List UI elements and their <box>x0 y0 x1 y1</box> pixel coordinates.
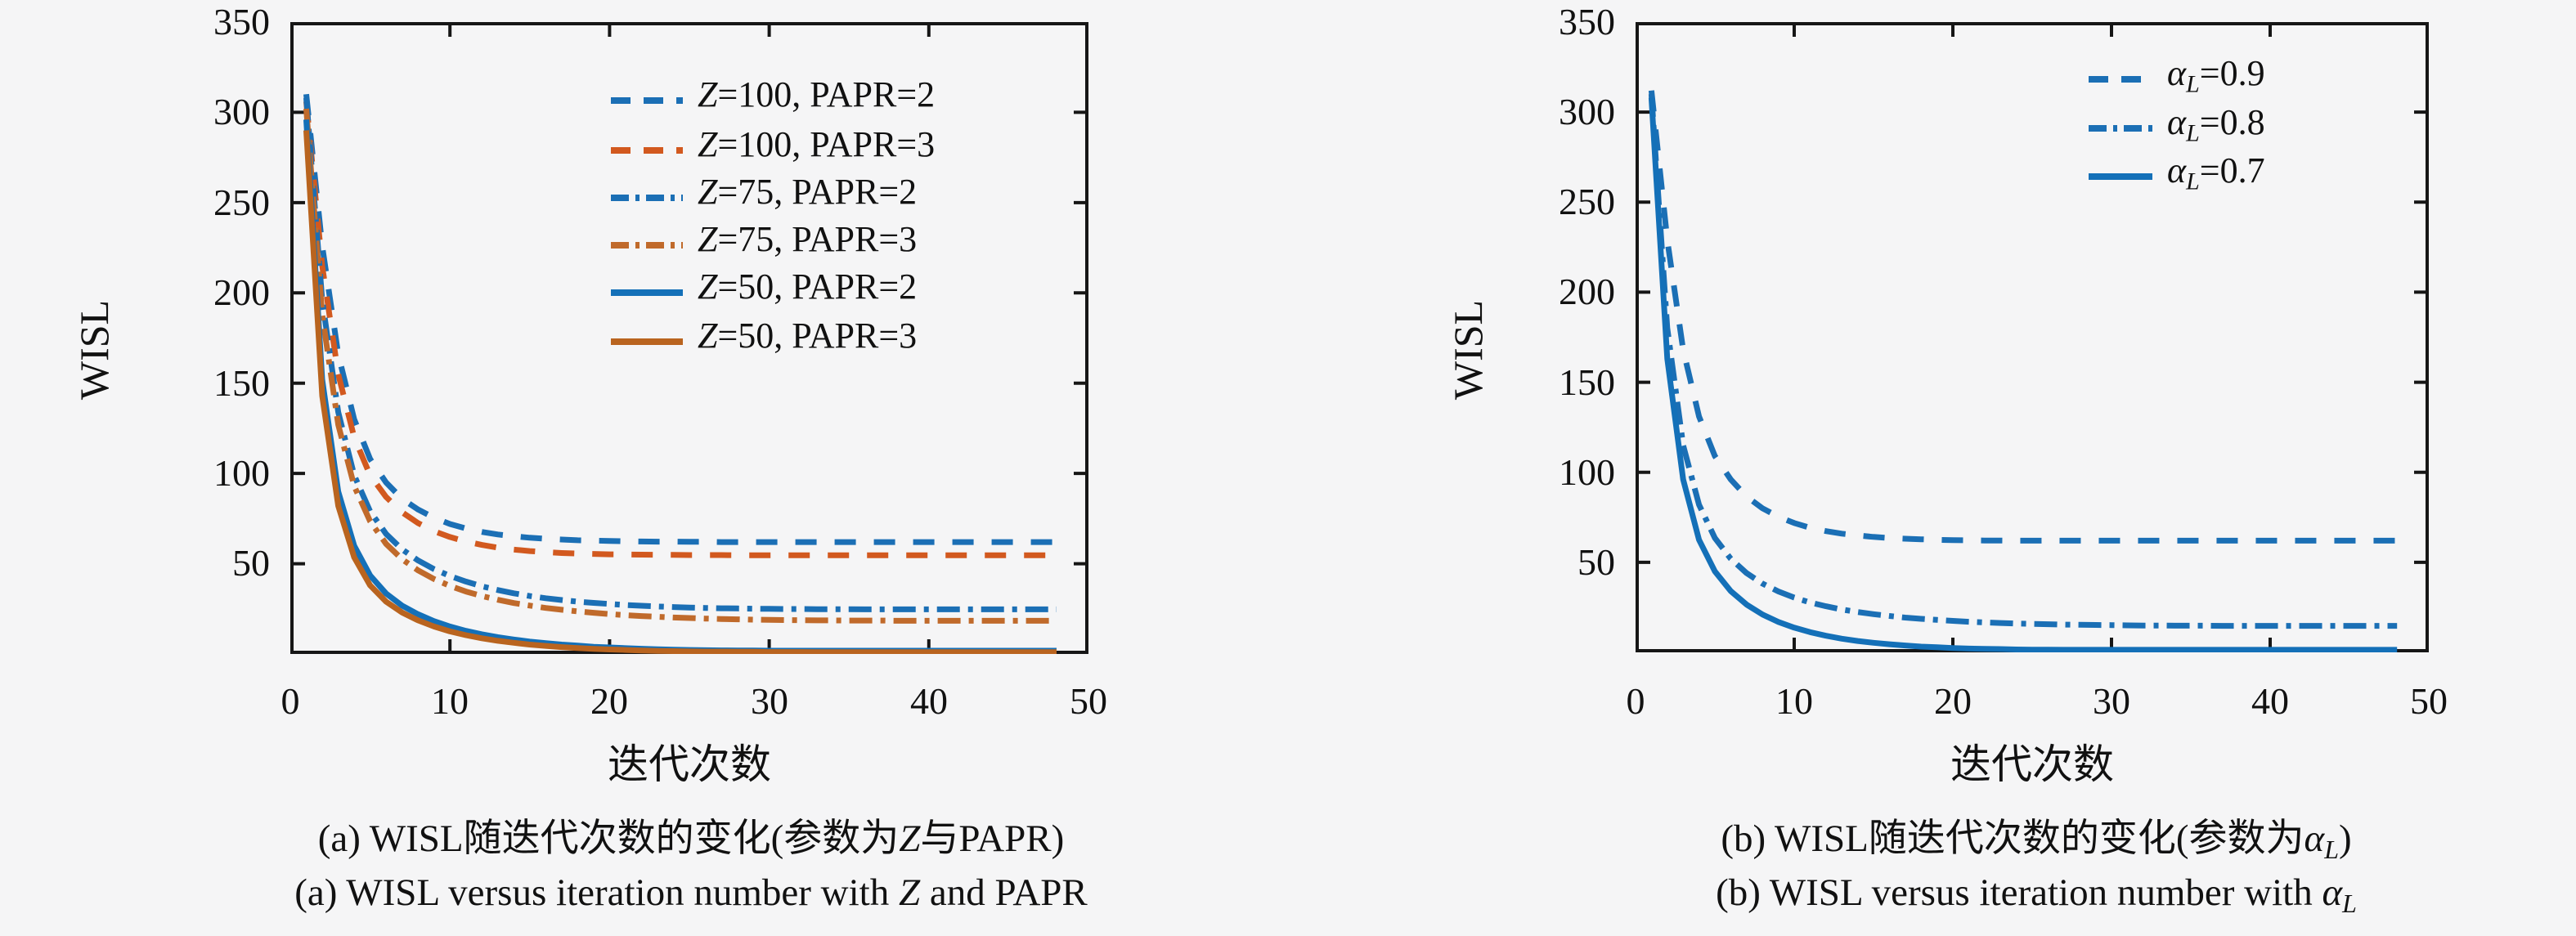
legend-line-sample <box>611 195 683 201</box>
legend-label: Z=100, PAPR=2 <box>698 74 936 115</box>
y-tick-label: 150 <box>1559 361 1615 403</box>
legend-item: Z=50, PAPR=2 <box>609 267 917 314</box>
caption-a-en: (a) WISL versus iteration number with Z … <box>294 871 1088 914</box>
legend-label: αL=0.7 <box>2167 150 2265 195</box>
legend-line-sample <box>611 147 683 154</box>
legend-label: Z=75, PAPR=3 <box>698 219 918 260</box>
plot-area-b <box>1636 22 2429 652</box>
x-tick-label: 20 <box>1934 680 1972 722</box>
legend-item: Z=50, PAPR=3 <box>609 316 917 363</box>
legend-line-sample <box>611 338 683 345</box>
y-axis-title: WISL <box>71 299 117 401</box>
legend-label: Z=50, PAPR=2 <box>698 266 918 307</box>
legend-item: Z=75, PAPR=3 <box>609 220 917 266</box>
y-tick-label: 250 <box>1559 181 1615 222</box>
legend-line-sample <box>611 242 683 249</box>
legend-item: Z=100, PAPR=2 <box>609 75 935 122</box>
legend-label: Z=100, PAPR=3 <box>698 124 936 165</box>
y-tick-label: 200 <box>213 271 270 313</box>
y-tick-label: 350 <box>213 1 270 43</box>
legend-item: αL=0.9 <box>2087 54 2265 101</box>
x-tick-label: 0 <box>1626 680 1645 722</box>
y-tick-label: 250 <box>213 181 270 223</box>
caption-b-en: (b) WISL versus iteration number with αL <box>1716 871 2357 918</box>
x-tick-label: 50 <box>2410 680 2448 722</box>
x-tick-label: 10 <box>1775 680 1813 722</box>
y-tick-label: 200 <box>1559 271 1615 312</box>
y-tick-label: 300 <box>213 91 270 132</box>
x-tick-label: 30 <box>751 680 788 722</box>
legend-line-sample <box>2089 125 2152 132</box>
y-axis-title: WISL <box>1445 299 1491 401</box>
x-axis-title: 迭代次数 <box>1950 741 2114 787</box>
x-tick-label: 50 <box>1070 680 1107 722</box>
caption-a-zh: (a) WISL随迭代次数的变化(参数为Z与PAPR) <box>317 817 1065 860</box>
legend-label: Z=50, PAPR=3 <box>698 316 918 356</box>
y-tick-label: 100 <box>1559 451 1615 493</box>
legend-line-sample <box>2089 76 2152 83</box>
legend-label: Z=75, PAPR=2 <box>698 172 918 213</box>
legend-line-sample <box>611 97 683 104</box>
legend-label: αL=0.8 <box>2167 102 2265 147</box>
legend-item: Z=75, PAPR=2 <box>609 172 917 219</box>
caption-b-zh: (b) WISL随迭代次数的变化(参数为αL) <box>1721 817 2352 864</box>
legend-line-sample <box>2089 173 2152 180</box>
x-tick-label: 20 <box>590 680 628 722</box>
x-axis-title: 迭代次数 <box>608 741 771 787</box>
x-tick-label: 40 <box>2251 680 2289 722</box>
legend-item: αL=0.8 <box>2087 103 2265 150</box>
y-tick-label: 300 <box>1559 91 1615 132</box>
y-tick-label: 150 <box>213 362 270 404</box>
x-tick-label: 40 <box>910 680 948 722</box>
y-tick-label: 50 <box>1577 541 1615 583</box>
y-tick-label: 50 <box>232 542 270 584</box>
y-tick-label: 350 <box>1559 1 1615 43</box>
legend-line-sample <box>611 289 683 296</box>
legend-item: αL=0.7 <box>2087 151 2265 198</box>
legend-item: Z=100, PAPR=3 <box>609 125 935 172</box>
plot-area-a <box>290 22 1088 654</box>
x-tick-label: 30 <box>2093 680 2130 722</box>
legend-label: αL=0.9 <box>2167 53 2265 98</box>
x-tick-label: 0 <box>280 680 300 722</box>
y-tick-label: 100 <box>213 452 270 494</box>
x-tick-label: 10 <box>431 680 469 722</box>
